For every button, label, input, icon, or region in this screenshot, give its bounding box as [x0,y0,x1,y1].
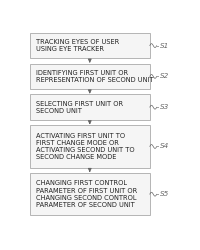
Text: SELECTING FIRST UNIT OR
SECOND UNIT: SELECTING FIRST UNIT OR SECOND UNIT [36,100,123,114]
Text: CHANGING FIRST CONTROL
PARAMETER OF FIRST UNIT OR
CHANGING SECOND CONTROL
PARAME: CHANGING FIRST CONTROL PARAMETER OF FIRS… [36,180,137,208]
Text: S3: S3 [159,104,168,110]
Text: TRACKING EYES OF USER
USING EYE TRACKER: TRACKING EYES OF USER USING EYE TRACKER [36,39,119,52]
FancyBboxPatch shape [30,33,149,58]
FancyBboxPatch shape [30,64,149,89]
Text: S4: S4 [159,144,168,150]
Text: S1: S1 [159,42,168,48]
FancyBboxPatch shape [30,125,149,168]
Text: ACTIVATING FIRST UNIT TO
FIRST CHANGE MODE OR
ACTIVATING SECOND UNIT TO
SECOND C: ACTIVATING FIRST UNIT TO FIRST CHANGE MO… [36,132,134,160]
Text: S2: S2 [159,74,168,80]
FancyBboxPatch shape [30,94,149,120]
Text: S5: S5 [159,191,168,197]
Text: IDENTIFYING FIRST UNIT OR
REPRESENTATION OF SECOND UNIT: IDENTIFYING FIRST UNIT OR REPRESENTATION… [36,70,153,83]
FancyBboxPatch shape [30,173,149,216]
